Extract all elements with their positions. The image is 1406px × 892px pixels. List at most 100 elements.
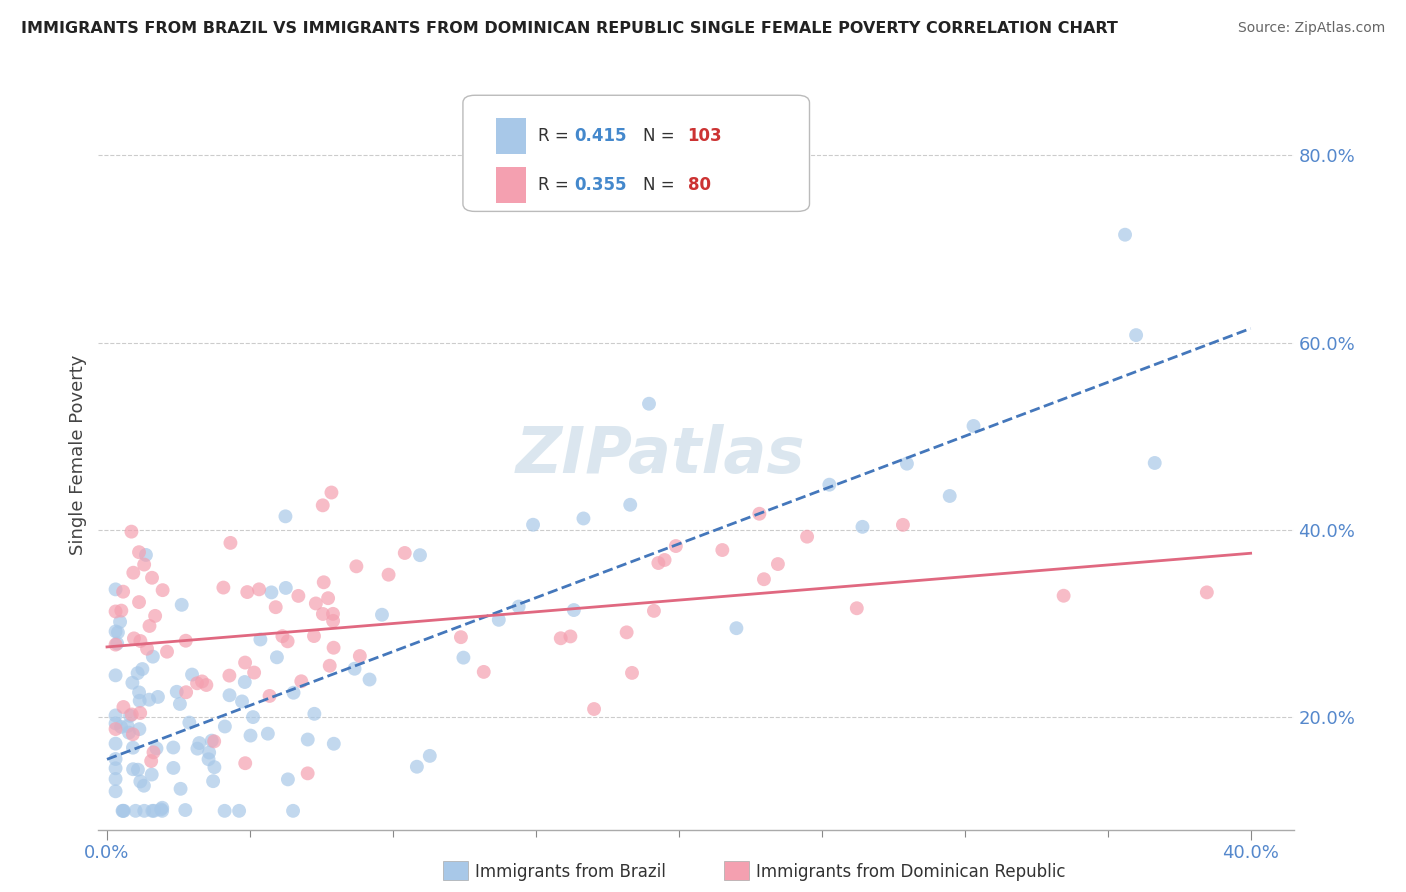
Point (450, 630, 472, 644)
Point (120, 524, 142, 539)
Point (162, 761, 184, 775)
Point (127, 666, 149, 681)
Point (233, 656, 256, 670)
Point (508, 599, 530, 614)
Point (344, 559, 367, 574)
Text: IMMIGRANTS FROM BRAZIL VS IMMIGRANTS FROM DOMINICAN REPUBLIC SINGLE FEMALE POVER: IMMIGRANTS FROM BRAZIL VS IMMIGRANTS FRO… (21, 21, 1118, 36)
Text: Immigrants from Dominican Republic: Immigrants from Dominican Republic (756, 863, 1066, 881)
Point (143, 608, 166, 623)
Point (725, 621, 748, 635)
Point (108, 615, 131, 629)
Point (322, 614, 344, 628)
Point (1125, 328, 1147, 343)
Point (290, 674, 312, 689)
Point (322, 640, 344, 655)
Point (174, 685, 197, 699)
Point (136, 641, 159, 656)
Point (766, 557, 789, 571)
Point (1052, 589, 1074, 603)
Point (488, 613, 510, 627)
Point (104, 708, 127, 723)
Text: 0.355: 0.355 (574, 176, 627, 194)
Point (1195, 585, 1218, 599)
FancyBboxPatch shape (496, 167, 526, 202)
Point (851, 520, 873, 534)
Point (170, 598, 193, 612)
Text: N =: N = (644, 176, 681, 194)
Point (201, 733, 224, 747)
Text: 80: 80 (688, 176, 710, 194)
FancyBboxPatch shape (463, 95, 810, 211)
Point (181, 667, 204, 681)
Text: Source: ZipAtlas.com: Source: ZipAtlas.com (1237, 21, 1385, 35)
Point (409, 548, 432, 562)
Point (128, 722, 150, 736)
Text: R =: R = (538, 176, 574, 194)
Point (149, 802, 172, 816)
Point (122, 762, 145, 776)
Point (281, 804, 304, 818)
Point (343, 662, 366, 676)
Point (135, 548, 157, 562)
Point (150, 804, 173, 818)
Point (118, 708, 141, 723)
Point (146, 690, 169, 704)
Point (271, 629, 294, 643)
Point (377, 567, 399, 582)
Point (127, 763, 149, 777)
Text: 103: 103 (688, 127, 723, 145)
Point (104, 624, 127, 639)
Point (104, 784, 127, 798)
Point (188, 736, 211, 750)
Point (371, 607, 394, 622)
Point (287, 589, 309, 603)
Point (243, 665, 266, 680)
Point (1143, 456, 1166, 470)
Point (349, 648, 371, 663)
Point (104, 582, 127, 597)
Point (312, 575, 335, 590)
Point (219, 536, 242, 550)
Point (138, 619, 160, 633)
Point (112, 700, 135, 714)
Point (129, 774, 152, 789)
Point (202, 734, 225, 748)
Point (112, 584, 135, 599)
Point (322, 607, 344, 621)
Point (319, 658, 342, 673)
Point (236, 585, 259, 599)
Point (104, 737, 127, 751)
Point (104, 716, 127, 731)
Point (322, 737, 344, 751)
Point (572, 511, 595, 525)
Point (104, 605, 127, 619)
Point (752, 572, 775, 586)
Point (122, 727, 145, 741)
Point (218, 688, 240, 702)
Point (472, 665, 495, 679)
Point (560, 629, 582, 643)
Point (141, 571, 163, 585)
Point (394, 546, 416, 560)
Point (110, 604, 132, 618)
Point (169, 781, 191, 796)
Point (359, 673, 381, 687)
Point (162, 740, 184, 755)
Point (150, 801, 173, 815)
Point (132, 779, 155, 793)
Point (264, 600, 287, 615)
Point (562, 603, 585, 617)
Point (198, 746, 221, 760)
Point (259, 689, 281, 703)
Point (141, 754, 163, 768)
Point (145, 741, 167, 756)
Point (134, 804, 156, 818)
Point (117, 719, 139, 733)
Point (896, 457, 918, 471)
Point (121, 675, 143, 690)
Text: Immigrants from Brazil: Immigrants from Brazil (475, 863, 666, 881)
Point (202, 774, 225, 789)
Point (122, 740, 145, 755)
Point (274, 509, 297, 524)
Point (131, 662, 153, 676)
